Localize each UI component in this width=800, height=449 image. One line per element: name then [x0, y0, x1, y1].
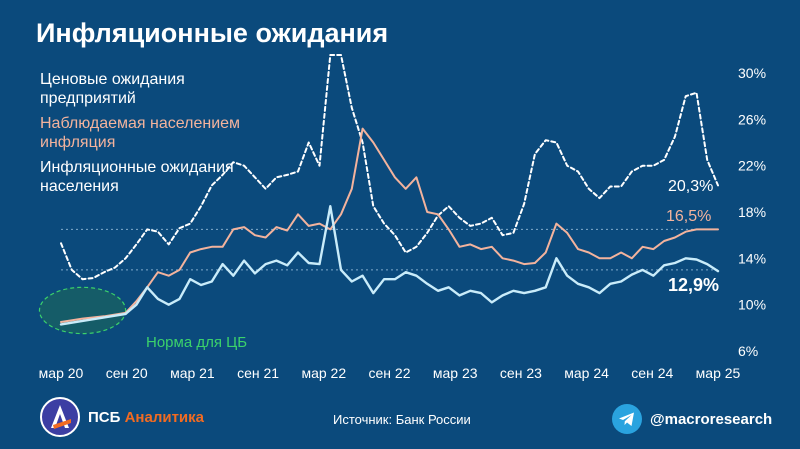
y-tick-label: 26% [738, 111, 766, 127]
y-tick-label: 30% [738, 65, 766, 81]
brand[interactable]: ПСБ Аналитика [40, 396, 204, 438]
channel-name: @macroresearch [650, 410, 773, 428]
y-tick-label: 6% [738, 343, 758, 359]
legend-observed-inflation: Наблюдаемая населением инфляция [40, 115, 241, 151]
y-tick-label: 18% [738, 204, 766, 220]
legend-price-expectations: Ценовые ожидания предприятий [40, 71, 185, 107]
x-tick-label: мар 22 [301, 365, 346, 381]
telegram-channel-link[interactable]: @macroresearch [612, 402, 772, 436]
legend: Ценовые ожидания предприятий Наблюдаемая… [40, 70, 280, 202]
y-tick-label: 14% [738, 250, 766, 266]
brand-accent: Аналитика [124, 408, 204, 426]
x-tick-label: мар 25 [696, 365, 741, 381]
x-tick-label: сен 21 [237, 365, 279, 381]
target-zone-ellipse [38, 286, 127, 335]
price-last-value: 20,3% [668, 178, 714, 195]
series-population-expectations [59, 205, 720, 326]
target-zone-label: Норма для ЦБ [146, 334, 248, 351]
series-price-expectations [60, 54, 719, 281]
x-tick-label: сен 24 [631, 365, 673, 381]
x-tick-label: мар 21 [170, 365, 215, 381]
brand-main: ПСБ [88, 408, 121, 426]
x-tick-label: мар 23 [433, 365, 478, 381]
x-tick-label: мар 20 [39, 365, 84, 381]
x-tick-label: мар 24 [564, 365, 609, 381]
y-tick-label: 22% [738, 158, 766, 174]
telegram-icon [612, 404, 642, 434]
x-tick-label: сен 23 [500, 365, 542, 381]
psb-logo-icon [40, 397, 80, 437]
expected-last-value: 12,9% [668, 275, 720, 295]
x-tick-label: сен 22 [369, 365, 411, 381]
series-observed-inflation [60, 127, 719, 323]
legend-population-expectations: Инфляционные ожидания населения [40, 159, 234, 195]
source-text: Источник: Банк России [333, 412, 471, 427]
brand-name: ПСБ Аналитика [88, 409, 204, 426]
page-title: Инфляционные ожидания [36, 18, 389, 48]
observed-last-value: 16,5% [666, 208, 712, 225]
x-tick-label: сен 20 [106, 365, 148, 381]
y-tick-label: 10% [738, 297, 766, 313]
